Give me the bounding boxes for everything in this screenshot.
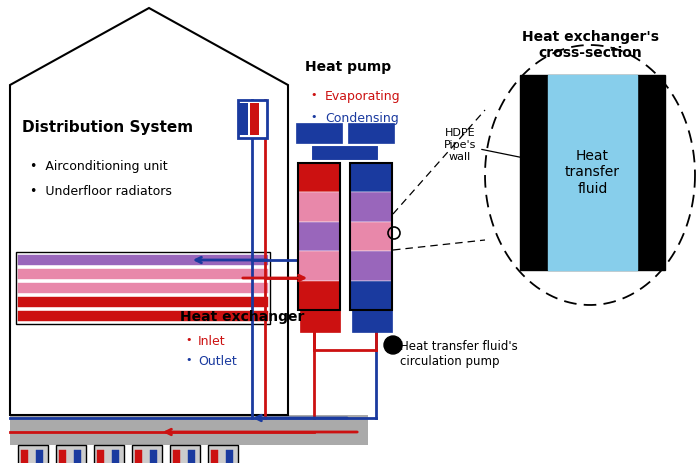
Bar bbox=[296, 123, 342, 143]
Bar bbox=[16, 252, 270, 324]
Text: Inlet: Inlet bbox=[198, 335, 225, 348]
Bar bbox=[18, 283, 268, 293]
Bar bbox=[350, 222, 392, 251]
Bar bbox=[350, 251, 392, 281]
Bar bbox=[300, 310, 340, 332]
Text: •: • bbox=[310, 112, 316, 122]
Bar bbox=[135, 450, 142, 463]
Bar bbox=[36, 450, 43, 463]
Bar bbox=[188, 450, 195, 463]
Bar bbox=[350, 163, 392, 310]
Text: Outlet: Outlet bbox=[198, 355, 237, 368]
Text: Heat exchanger's
cross-section: Heat exchanger's cross-section bbox=[522, 30, 659, 60]
Text: Distribution System: Distribution System bbox=[22, 120, 193, 135]
Bar bbox=[352, 310, 392, 332]
Bar bbox=[173, 450, 180, 463]
Text: HDPE
Pipe's
wall: HDPE Pipe's wall bbox=[444, 128, 530, 162]
Bar bbox=[239, 103, 248, 135]
Text: Heat transfer fluid's
circulation pump: Heat transfer fluid's circulation pump bbox=[400, 340, 518, 368]
Bar bbox=[18, 445, 48, 463]
Bar bbox=[238, 100, 267, 138]
Bar bbox=[348, 123, 394, 143]
Bar bbox=[350, 163, 392, 193]
Bar bbox=[18, 255, 268, 265]
Bar bbox=[21, 450, 28, 463]
Bar bbox=[59, 450, 66, 463]
Bar bbox=[18, 297, 268, 307]
Bar bbox=[298, 281, 340, 310]
Bar bbox=[298, 163, 340, 193]
Text: •: • bbox=[310, 90, 316, 100]
Bar bbox=[97, 450, 104, 463]
Bar bbox=[298, 163, 340, 310]
Text: •  Airconditioning unit: • Airconditioning unit bbox=[30, 160, 167, 173]
Text: Heat exchanger: Heat exchanger bbox=[180, 310, 304, 324]
Bar bbox=[112, 450, 119, 463]
Text: Evaporating: Evaporating bbox=[325, 90, 400, 103]
Bar bbox=[548, 75, 637, 270]
Bar bbox=[250, 103, 259, 135]
Bar bbox=[350, 281, 392, 310]
Bar bbox=[298, 193, 340, 222]
Bar bbox=[208, 445, 238, 463]
Bar bbox=[520, 75, 665, 270]
Bar bbox=[226, 450, 233, 463]
Text: Heat
transfer
fluid: Heat transfer fluid bbox=[565, 149, 620, 196]
Text: Condensing: Condensing bbox=[325, 112, 399, 125]
Bar bbox=[56, 445, 86, 463]
Bar bbox=[170, 445, 200, 463]
Text: •  Underfloor radiators: • Underfloor radiators bbox=[30, 185, 172, 198]
Polygon shape bbox=[10, 8, 288, 415]
Bar bbox=[298, 222, 340, 251]
Bar bbox=[74, 450, 81, 463]
Bar bbox=[18, 269, 268, 279]
Bar bbox=[94, 445, 124, 463]
Bar bbox=[150, 450, 157, 463]
Circle shape bbox=[384, 336, 402, 354]
Text: Heat pump: Heat pump bbox=[305, 60, 391, 74]
Bar bbox=[350, 193, 392, 222]
Bar bbox=[18, 311, 268, 321]
Bar bbox=[132, 445, 162, 463]
Bar bbox=[298, 251, 340, 281]
Text: •: • bbox=[185, 335, 192, 345]
Bar bbox=[10, 415, 368, 445]
Text: •: • bbox=[185, 355, 192, 365]
Bar bbox=[211, 450, 218, 463]
